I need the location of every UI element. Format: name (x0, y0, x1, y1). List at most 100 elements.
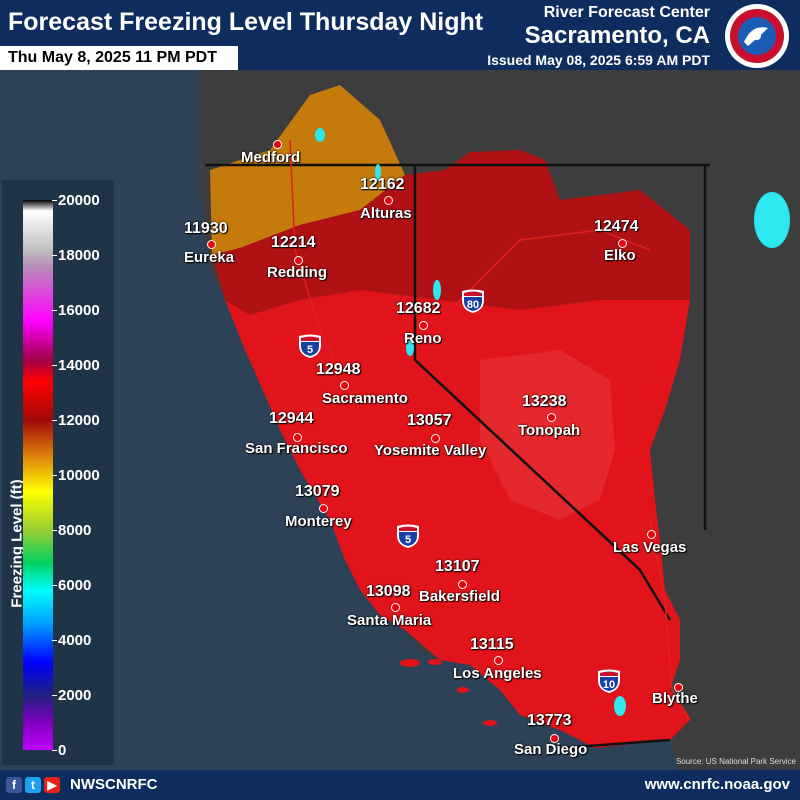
city-marker (458, 580, 467, 589)
goose-lake (375, 164, 381, 180)
interstate-shield-icon: 10 (598, 669, 620, 693)
freezing-level-value: 13107 (435, 558, 480, 575)
city-marker (207, 240, 216, 249)
legend-tick-label: 10000 (52, 467, 100, 484)
city-marker (273, 140, 282, 149)
freezing-level-value: 13115 (470, 636, 514, 653)
city-marker (391, 603, 400, 612)
social-handle[interactable]: NWSCNRFC (70, 776, 158, 793)
city-label: Sacramento (322, 390, 408, 407)
freezing-level-value: 13057 (407, 412, 452, 429)
freezing-level-value: 12944 (269, 410, 314, 427)
city-marker (319, 504, 328, 513)
legend-tick-label: 6000 (51, 577, 92, 594)
city-label: Los Angeles (453, 665, 542, 682)
city-marker (431, 434, 440, 443)
city-label: Reno (404, 330, 442, 347)
river-colorado (649, 519, 691, 721)
website-link[interactable]: www.cnrfc.noaa.gov (644, 776, 790, 793)
source-credit: Source: US National Park Service (675, 757, 796, 766)
map-title: Forecast Freezing Level Thursday Night (8, 8, 484, 36)
interstate-shield-icon: 5 (397, 524, 419, 548)
channel-island-1 (400, 659, 420, 667)
city-label: Elko (604, 247, 636, 264)
issued-time: Issued May 08, 2025 6:59 AM PDT (487, 52, 710, 68)
legend-tick-label: 20000 (52, 192, 100, 209)
legend-tick-label: 18000 (52, 247, 100, 264)
pyramid-lake (433, 280, 441, 300)
zone-orange (210, 85, 405, 255)
freezing-level-value: 13773 (527, 712, 572, 729)
city-marker (293, 433, 302, 442)
zone-red-light (480, 350, 615, 520)
city-label: Bakersfield (419, 588, 500, 605)
facebook-icon[interactable]: f (6, 777, 22, 793)
social-icons: f t ▶ (6, 777, 60, 793)
freezing-level-value: 12948 (316, 361, 361, 378)
interstate-shield-icon: 80 (462, 289, 484, 313)
city-marker (618, 239, 627, 248)
office-city: Sacramento, CA (524, 22, 710, 49)
state-border-ca-nv (413, 165, 672, 621)
freezing-level-value: 12162 (360, 176, 405, 193)
office-name: River Forecast Center (543, 4, 710, 21)
valid-time: Thu May 8, 2025 11 PM PDT (0, 46, 238, 70)
freezing-level-value: 12682 (396, 300, 441, 317)
legend-color-bar (23, 200, 53, 750)
svg-text:5: 5 (405, 534, 411, 546)
city-marker (419, 321, 428, 330)
channel-island-4 (483, 720, 497, 726)
freezing-level-value: 12474 (594, 218, 639, 235)
channel-island-3 (457, 687, 469, 693)
city-marker (550, 734, 559, 743)
state-border-mx (559, 738, 671, 750)
freezing-level-value: 13079 (295, 483, 340, 500)
city-label: Redding (267, 264, 327, 281)
lake-tahoe (406, 340, 414, 356)
city-label: Blythe (652, 690, 698, 707)
city-marker (647, 530, 656, 539)
great-salt-lake (754, 192, 790, 248)
city-marker (547, 413, 556, 422)
interstate-shield-icon: 5 (299, 334, 321, 358)
city-label: Santa Maria (347, 612, 432, 629)
legend-tick-label: 4000 (51, 632, 92, 649)
legend-tick-label: 8000 (51, 522, 92, 539)
legend: Freezing Level (ft) 20000 18000 16000 14000… (2, 180, 114, 765)
city-label: Alturas (360, 205, 412, 222)
zone-dark-red (212, 150, 690, 315)
svg-text:5: 5 (307, 344, 313, 356)
city-label: Medford (241, 149, 301, 166)
city-label: San Francisco (245, 440, 348, 457)
city-label: San Diego (514, 741, 588, 758)
freezing-level-value: 11930 (184, 220, 228, 237)
freezing-level-value: 12214 (271, 234, 316, 251)
legend-tick-label: 12000 (52, 412, 100, 429)
river-sacramento (289, 139, 346, 386)
legend-tick-label: 14000 (52, 357, 100, 374)
freezing-level-value: 13238 (522, 393, 567, 410)
youtube-icon[interactable]: ▶ (44, 777, 60, 793)
city-label: Monterey (285, 513, 352, 530)
city-label: Yosemite Valley (374, 442, 487, 459)
svg-text:80: 80 (467, 299, 479, 311)
city-marker (494, 656, 503, 665)
channel-island-2 (428, 659, 442, 665)
legend-tick-label: 2000 (51, 687, 92, 704)
header: Forecast Freezing Level Thursday Night R… (0, 0, 800, 70)
svg-text:10: 10 (603, 679, 615, 691)
city-marker (674, 683, 683, 692)
city-label: Las Vegas (613, 539, 687, 556)
city-label: Tonopah (518, 422, 581, 439)
nws-logo-icon (725, 4, 789, 68)
lake-klamath (315, 128, 325, 142)
legend-tick-label: 0 (51, 742, 67, 759)
city-label: Eureka (184, 249, 235, 266)
footer: f t ▶ NWSCNRFC www.cnrfc.noaa.gov (0, 770, 800, 800)
legend-tick-label: 16000 (52, 302, 100, 319)
twitter-icon[interactable]: t (25, 777, 41, 793)
city-marker (340, 381, 349, 390)
city-marker (384, 196, 393, 205)
